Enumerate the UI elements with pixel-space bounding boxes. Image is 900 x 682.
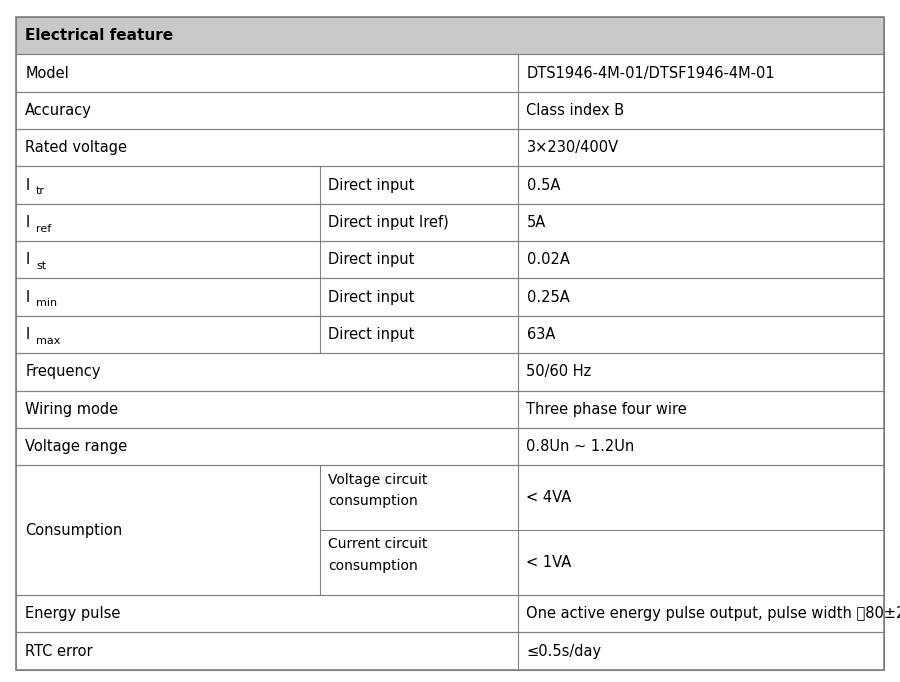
Text: Rated voltage: Rated voltage: [25, 140, 127, 155]
Text: 0.5A: 0.5A: [526, 177, 560, 192]
Text: 5A: 5A: [526, 215, 545, 230]
Text: I: I: [25, 177, 30, 192]
Text: 63A: 63A: [526, 327, 555, 342]
Text: I: I: [25, 252, 30, 267]
Text: I: I: [25, 290, 30, 305]
Text: Model: Model: [25, 65, 69, 80]
Text: I: I: [25, 215, 30, 230]
Text: < 1VA: < 1VA: [526, 555, 572, 570]
Text: 0.02A: 0.02A: [526, 252, 570, 267]
Text: Direct input: Direct input: [328, 177, 415, 192]
Text: min: min: [36, 298, 57, 308]
Text: max: max: [36, 336, 60, 346]
Text: < 4VA: < 4VA: [526, 490, 572, 505]
Text: Frequency: Frequency: [25, 364, 101, 379]
Text: 0.25A: 0.25A: [526, 290, 569, 305]
Text: Voltage range: Voltage range: [25, 439, 128, 454]
Text: ≤0.5s/day: ≤0.5s/day: [526, 644, 601, 659]
Text: RTC error: RTC error: [25, 644, 93, 659]
Text: Direct input: Direct input: [328, 252, 415, 267]
Text: Consumption: Consumption: [25, 522, 122, 537]
Text: Wiring mode: Wiring mode: [25, 402, 118, 417]
Text: I: I: [25, 327, 30, 342]
Text: One active energy pulse output, pulse width （80±20%）ms: One active energy pulse output, pulse wi…: [526, 606, 900, 621]
Text: tr: tr: [36, 186, 45, 196]
Text: Current circuit: Current circuit: [328, 537, 428, 552]
Bar: [16, 17, 884, 55]
Text: Direct input: Direct input: [328, 290, 415, 305]
Text: Direct input Iref): Direct input Iref): [328, 215, 449, 230]
Text: 0.8Un ~ 1.2Un: 0.8Un ~ 1.2Un: [526, 439, 634, 454]
Text: Direct input: Direct input: [328, 327, 415, 342]
Text: Voltage circuit: Voltage circuit: [328, 473, 428, 486]
Text: Electrical feature: Electrical feature: [25, 28, 174, 43]
Text: consumption: consumption: [328, 559, 418, 573]
Text: st: st: [36, 261, 46, 271]
Text: consumption: consumption: [328, 494, 418, 508]
Text: Three phase four wire: Three phase four wire: [526, 402, 688, 417]
Text: Accuracy: Accuracy: [25, 103, 92, 118]
Text: ref: ref: [36, 224, 51, 234]
Text: Class index B: Class index B: [526, 103, 625, 118]
Text: Energy pulse: Energy pulse: [25, 606, 121, 621]
Text: 50/60 Hz: 50/60 Hz: [526, 364, 592, 379]
Text: DTS1946-4M-01/DTSF1946-4M-01: DTS1946-4M-01/DTSF1946-4M-01: [526, 65, 775, 80]
Text: 3×230/400V: 3×230/400V: [526, 140, 618, 155]
